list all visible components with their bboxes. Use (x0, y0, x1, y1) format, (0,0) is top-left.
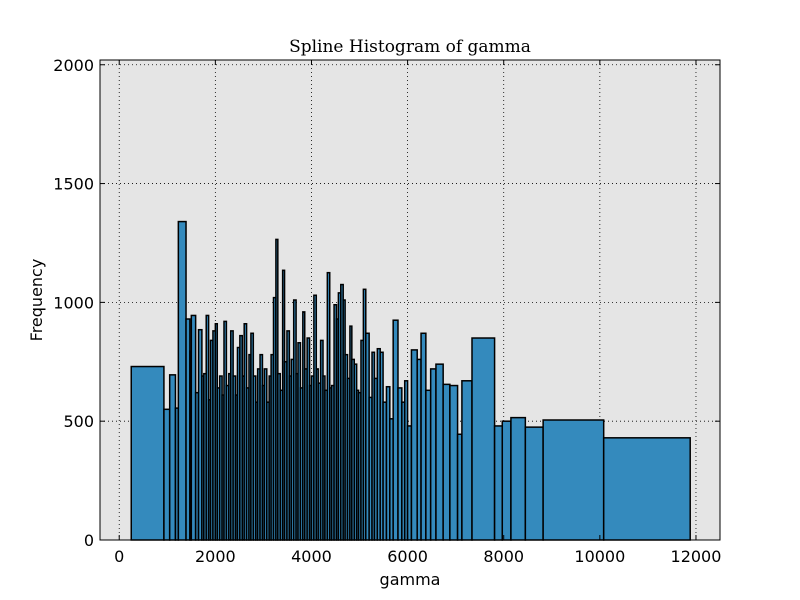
histogram-bar (510, 416, 527, 541)
histogram-bar (442, 383, 451, 541)
histogram-bar (410, 349, 418, 541)
x-tick-label: 2000 (195, 547, 236, 566)
histogram-bar (471, 337, 496, 541)
y-tick-label: 0 (84, 531, 94, 550)
x-axis-label: gamma (380, 570, 441, 589)
histogram-bar (461, 380, 473, 541)
axis-ticks: 0 2000 4000 6000 8000 10000 12000 0 500 1000 1500 2… (53, 56, 721, 566)
y-tick-label: 1000 (53, 293, 94, 312)
histogram-bar (524, 426, 544, 541)
histogram-bar (429, 368, 437, 541)
chart-title: Spline Histogram of gamma (289, 37, 531, 57)
plot-frame (99, 59, 721, 541)
x-tick-label: 0 (114, 547, 124, 566)
histogram-bar (435, 363, 444, 541)
y-axis-label: Frequency (27, 259, 46, 342)
x-tick-label: 6000 (387, 547, 428, 566)
y-tick-label: 2000 (53, 56, 94, 75)
bar-group (130, 220, 691, 541)
histogram-bar (602, 437, 691, 541)
histogram-bar (163, 408, 171, 541)
x-tick-label: 12000 (671, 547, 722, 566)
histogram-bar (542, 419, 605, 541)
histogram-bar (449, 384, 459, 541)
histogram-bar (168, 374, 177, 541)
histogram-bar (130, 365, 165, 541)
y-tick-label: 1500 (53, 175, 94, 194)
histogram-bar (501, 420, 512, 541)
histogram-bar (177, 220, 187, 541)
histogram-bar (493, 425, 504, 541)
y-tick-label: 500 (63, 412, 94, 431)
x-tick-label: 10000 (574, 547, 625, 566)
x-tick-label: 4000 (291, 547, 332, 566)
x-tick-label: 8000 (483, 547, 524, 566)
